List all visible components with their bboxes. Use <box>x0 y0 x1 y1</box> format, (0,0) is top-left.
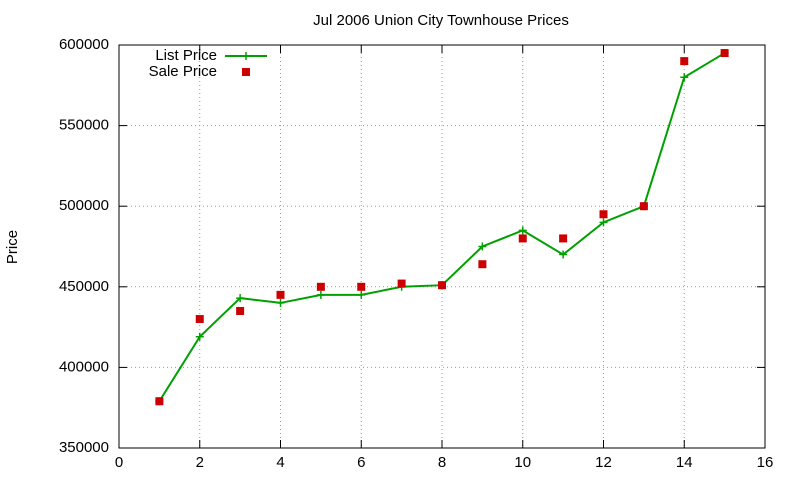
data-point <box>397 279 406 288</box>
legend-label: Sale Price <box>149 63 217 80</box>
data-point <box>155 397 164 406</box>
data-point <box>357 290 366 299</box>
y-tick-label: 450000 <box>59 278 109 295</box>
legend-label: List Price <box>155 47 217 64</box>
x-tick-label: 6 <box>357 454 365 471</box>
legend-marker <box>242 68 250 76</box>
data-point <box>478 260 487 269</box>
legend-marker <box>242 52 250 60</box>
data-point <box>518 226 527 235</box>
data-point <box>599 210 608 219</box>
y-tick-label: 600000 <box>59 36 109 53</box>
x-tick-label: 12 <box>595 454 612 471</box>
data-point <box>680 57 689 66</box>
x-tick-label: 10 <box>514 454 531 471</box>
data-point <box>639 202 648 211</box>
y-tick-label: 350000 <box>59 439 109 456</box>
data-point <box>276 290 285 299</box>
y-tick-label: 550000 <box>59 117 109 134</box>
x-tick-label: 8 <box>438 454 446 471</box>
data-point <box>599 218 608 227</box>
plot-frame <box>118 44 766 449</box>
data-point <box>316 290 325 299</box>
data-point <box>720 49 729 58</box>
x-tick-label: 16 <box>757 454 774 471</box>
data-point <box>276 298 285 307</box>
data-point <box>195 332 204 341</box>
y-tick-label: 400000 <box>59 358 109 375</box>
data-point <box>518 234 527 243</box>
data-point <box>236 294 245 303</box>
data-point <box>195 315 204 324</box>
data-point <box>559 234 568 243</box>
data-point <box>478 242 487 251</box>
data-point <box>357 282 366 291</box>
data-point <box>236 306 245 315</box>
x-tick-label: 14 <box>676 454 693 471</box>
x-tick-label: 2 <box>196 454 204 471</box>
y-tick-label: 500000 <box>59 197 109 214</box>
x-tick-label: 0 <box>115 454 123 471</box>
chart-title: Jul 2006 Union City Townhouse Prices <box>313 12 569 29</box>
data-point <box>438 281 446 290</box>
data-point <box>559 250 568 259</box>
y-axis-label: Price <box>4 230 21 264</box>
data-point <box>680 73 689 82</box>
data-point <box>316 282 325 291</box>
x-tick-label: 4 <box>276 454 284 471</box>
